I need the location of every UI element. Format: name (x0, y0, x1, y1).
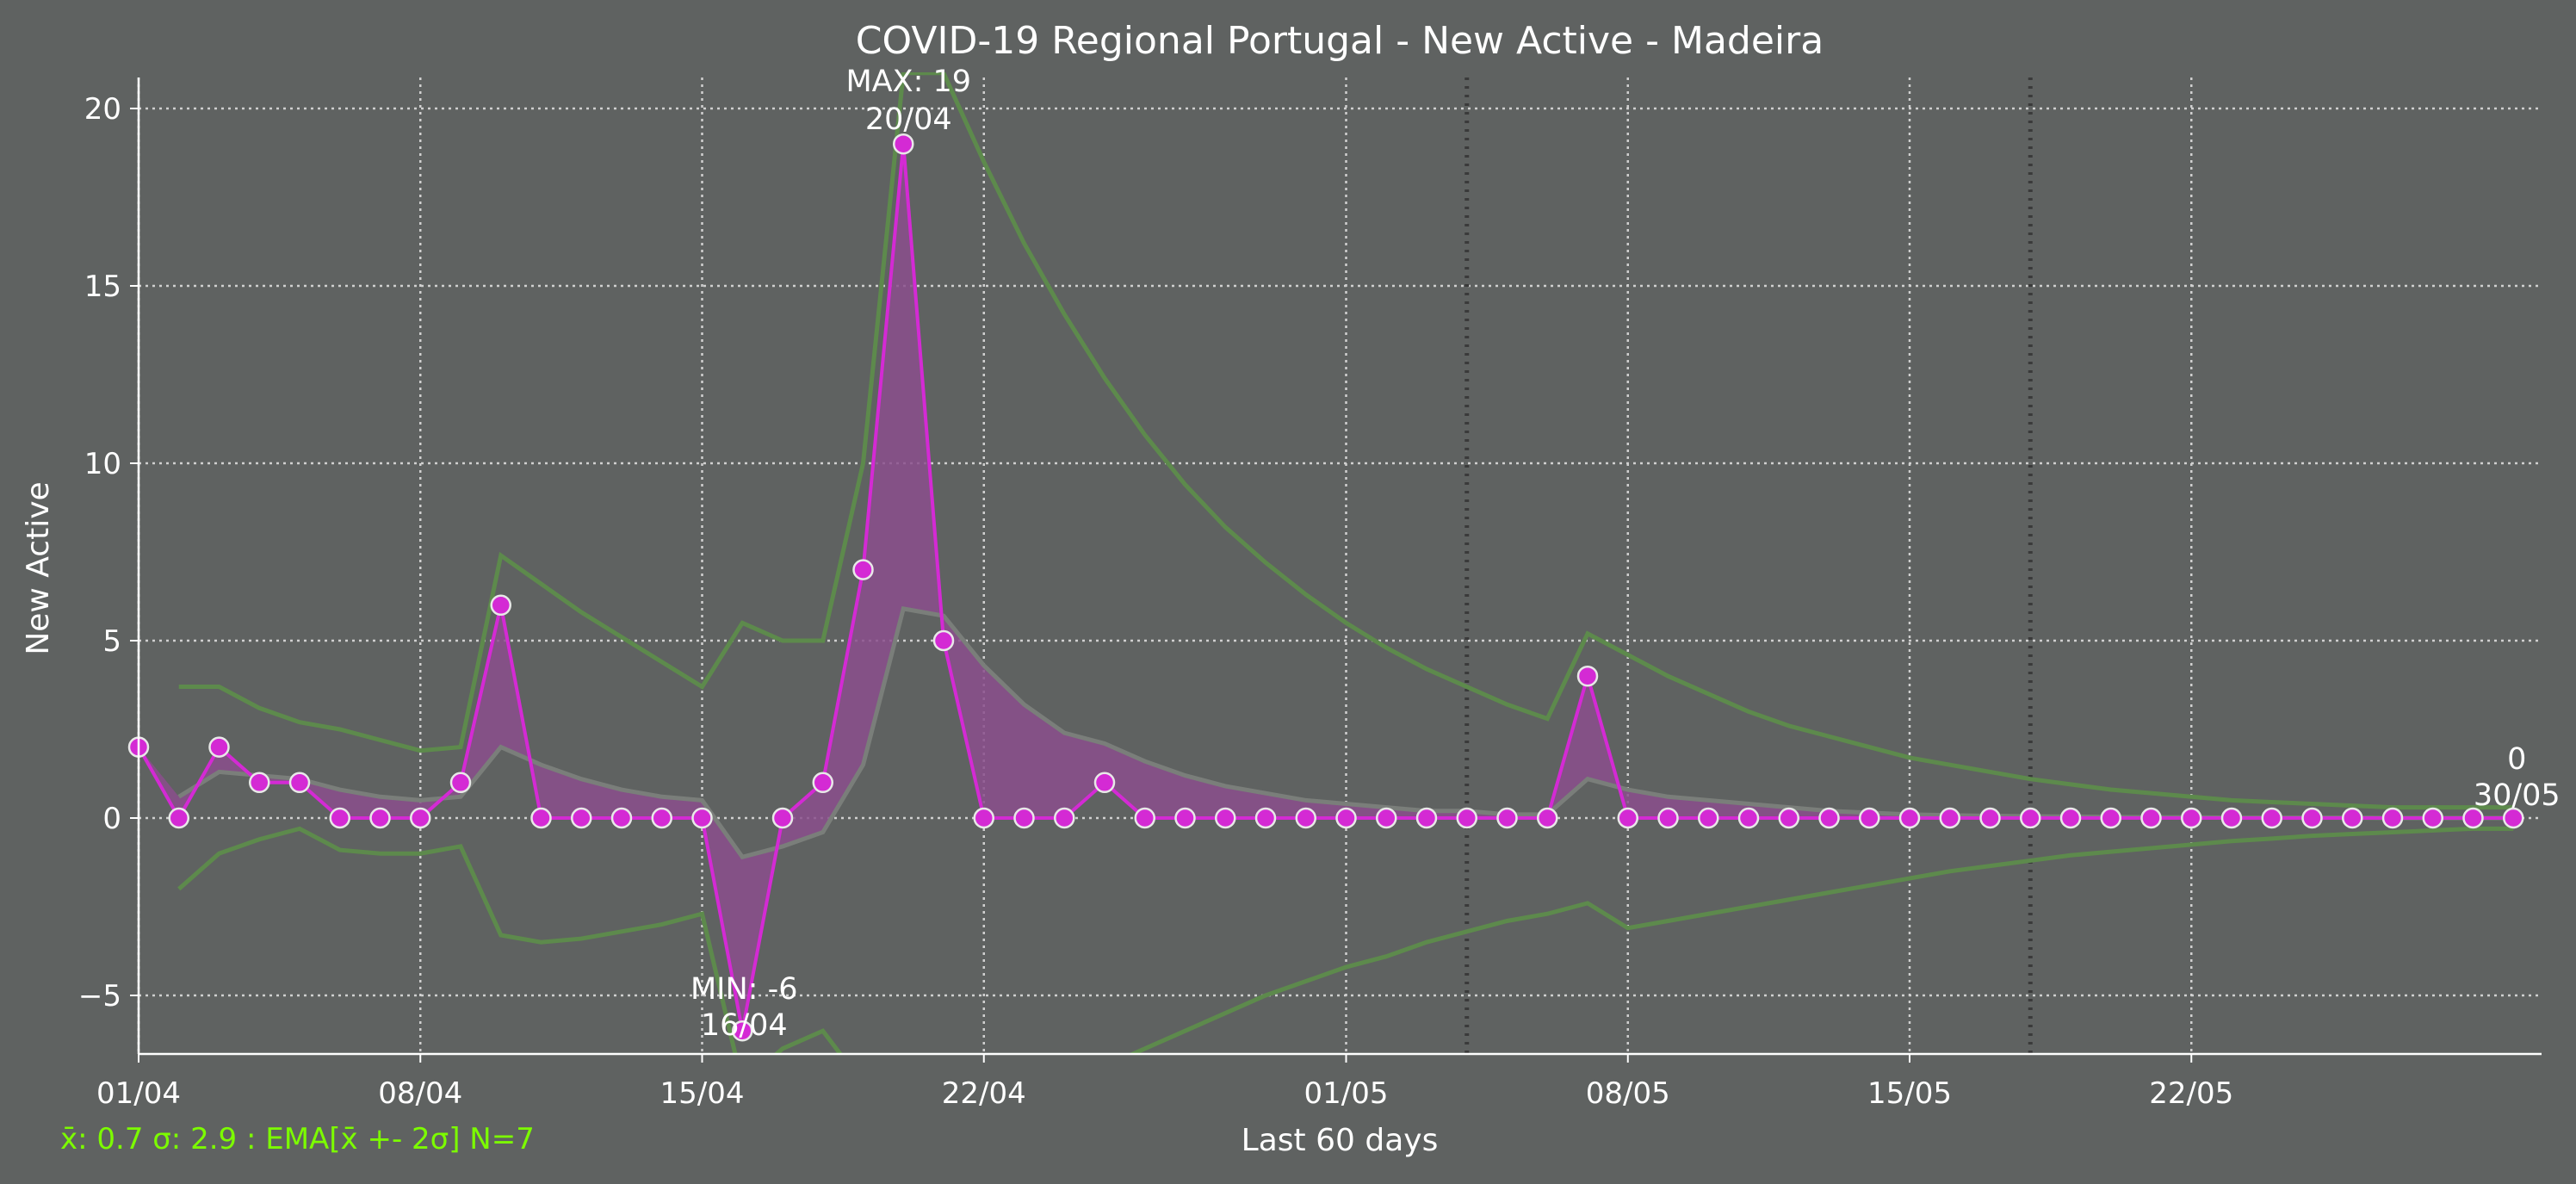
axes (130, 77, 2542, 1063)
data-point (571, 807, 592, 829)
data-point (208, 736, 230, 758)
data-point (1898, 807, 1921, 829)
data-point (410, 807, 431, 829)
max-annotation-line1: MAX: 19 (845, 65, 971, 99)
x-axis-label: Last 60 days (1242, 1123, 1439, 1158)
data-point (932, 629, 955, 652)
data-point (1496, 807, 1518, 829)
data-point (490, 594, 511, 617)
data-point (369, 807, 391, 829)
data-point (1737, 807, 1760, 829)
data-point (1254, 807, 1277, 829)
x-tick-label: 15/05 (1867, 1076, 1952, 1111)
data-point (610, 807, 633, 829)
x-tick-label: 15/04 (660, 1076, 745, 1111)
data-point (530, 807, 552, 829)
data-point (1939, 807, 1960, 829)
min-annotation-line1: MIN: -6 (690, 972, 798, 1007)
data-point (1013, 807, 1035, 829)
data-point (893, 133, 914, 155)
data-point (1134, 807, 1155, 829)
data-point (1054, 807, 1075, 829)
lower-band-line (177, 826, 2514, 1054)
data-point (1537, 807, 1558, 829)
data-point (732, 1020, 753, 1042)
x-tick-label: 22/05 (2149, 1076, 2233, 1111)
data-point (1295, 807, 1316, 829)
max-annotation-line2: 20/04 (865, 102, 952, 137)
data-point (168, 807, 189, 829)
upper-band-line (178, 72, 2514, 810)
last-annotation-line2: 30/05 (2474, 778, 2561, 813)
data-point (2181, 807, 2202, 829)
data-point (2220, 807, 2243, 829)
data-point (1617, 807, 1638, 829)
x-tick-label: 08/05 (1586, 1076, 1670, 1111)
data-point (2462, 807, 2484, 829)
data-point (288, 772, 311, 794)
data-point (2261, 807, 2282, 829)
data-point (1093, 772, 1116, 794)
data-point (2059, 807, 2082, 829)
data-point (449, 772, 472, 794)
data-point (973, 807, 994, 829)
data-point (2020, 807, 2041, 829)
y-tick-label: 5 (102, 624, 121, 659)
data-point (1657, 807, 1679, 829)
data-point (1335, 807, 1357, 829)
data-point (1859, 807, 1880, 829)
data-point (2381, 807, 2404, 829)
y-tick-label: 20 (84, 92, 121, 127)
y-axis-label: New Active (21, 481, 56, 654)
data-point (1818, 807, 1840, 829)
x-tick-label: 01/04 (96, 1076, 181, 1111)
data-point (329, 807, 350, 829)
min-annotation-line2: 16/04 (701, 1008, 788, 1043)
data-markers (127, 133, 2524, 1042)
data-point (1698, 807, 1719, 829)
data-point (2422, 807, 2443, 829)
data-point (812, 772, 833, 794)
chart-title: COVID-19 Regional Portugal - New Active … (856, 19, 1824, 63)
data-point (1979, 807, 2001, 829)
y-tick-label: 10 (84, 447, 121, 481)
data-point (249, 772, 270, 794)
data-point (1415, 807, 1438, 829)
y-tick-label: 0 (102, 802, 121, 836)
data-point (1778, 807, 1799, 829)
data-point (1576, 665, 1599, 687)
data-point (2342, 807, 2363, 829)
data-point (2301, 807, 2323, 829)
last-annotation-line1: 0 (2507, 742, 2526, 777)
data-point (651, 807, 672, 829)
data-point (691, 807, 713, 829)
data-point (1174, 807, 1196, 829)
y-tick-label: 15 (84, 270, 121, 304)
x-tick-label: 01/05 (1304, 1076, 1389, 1111)
data-point (2503, 807, 2524, 829)
data-point (1376, 807, 1397, 829)
data-point (1456, 807, 1477, 829)
stats-footer: x̄: 0.7 σ: 2.9 : EMA[x̄ +- 2σ] N=7 (60, 1122, 535, 1156)
y-tick-label: −5 (78, 979, 121, 1014)
x-tick-label: 08/04 (378, 1076, 462, 1111)
tick-labels: −5 0 5 10 15 20 01/04 08/04 15/04 22/04 01/05 08/05… (78, 92, 2233, 1111)
data-point (852, 559, 874, 580)
x-tick-label: 22/04 (942, 1076, 1026, 1111)
data-point (771, 807, 794, 829)
data-point (2100, 807, 2121, 829)
data-point (1215, 807, 1236, 829)
data-point (2140, 807, 2162, 829)
